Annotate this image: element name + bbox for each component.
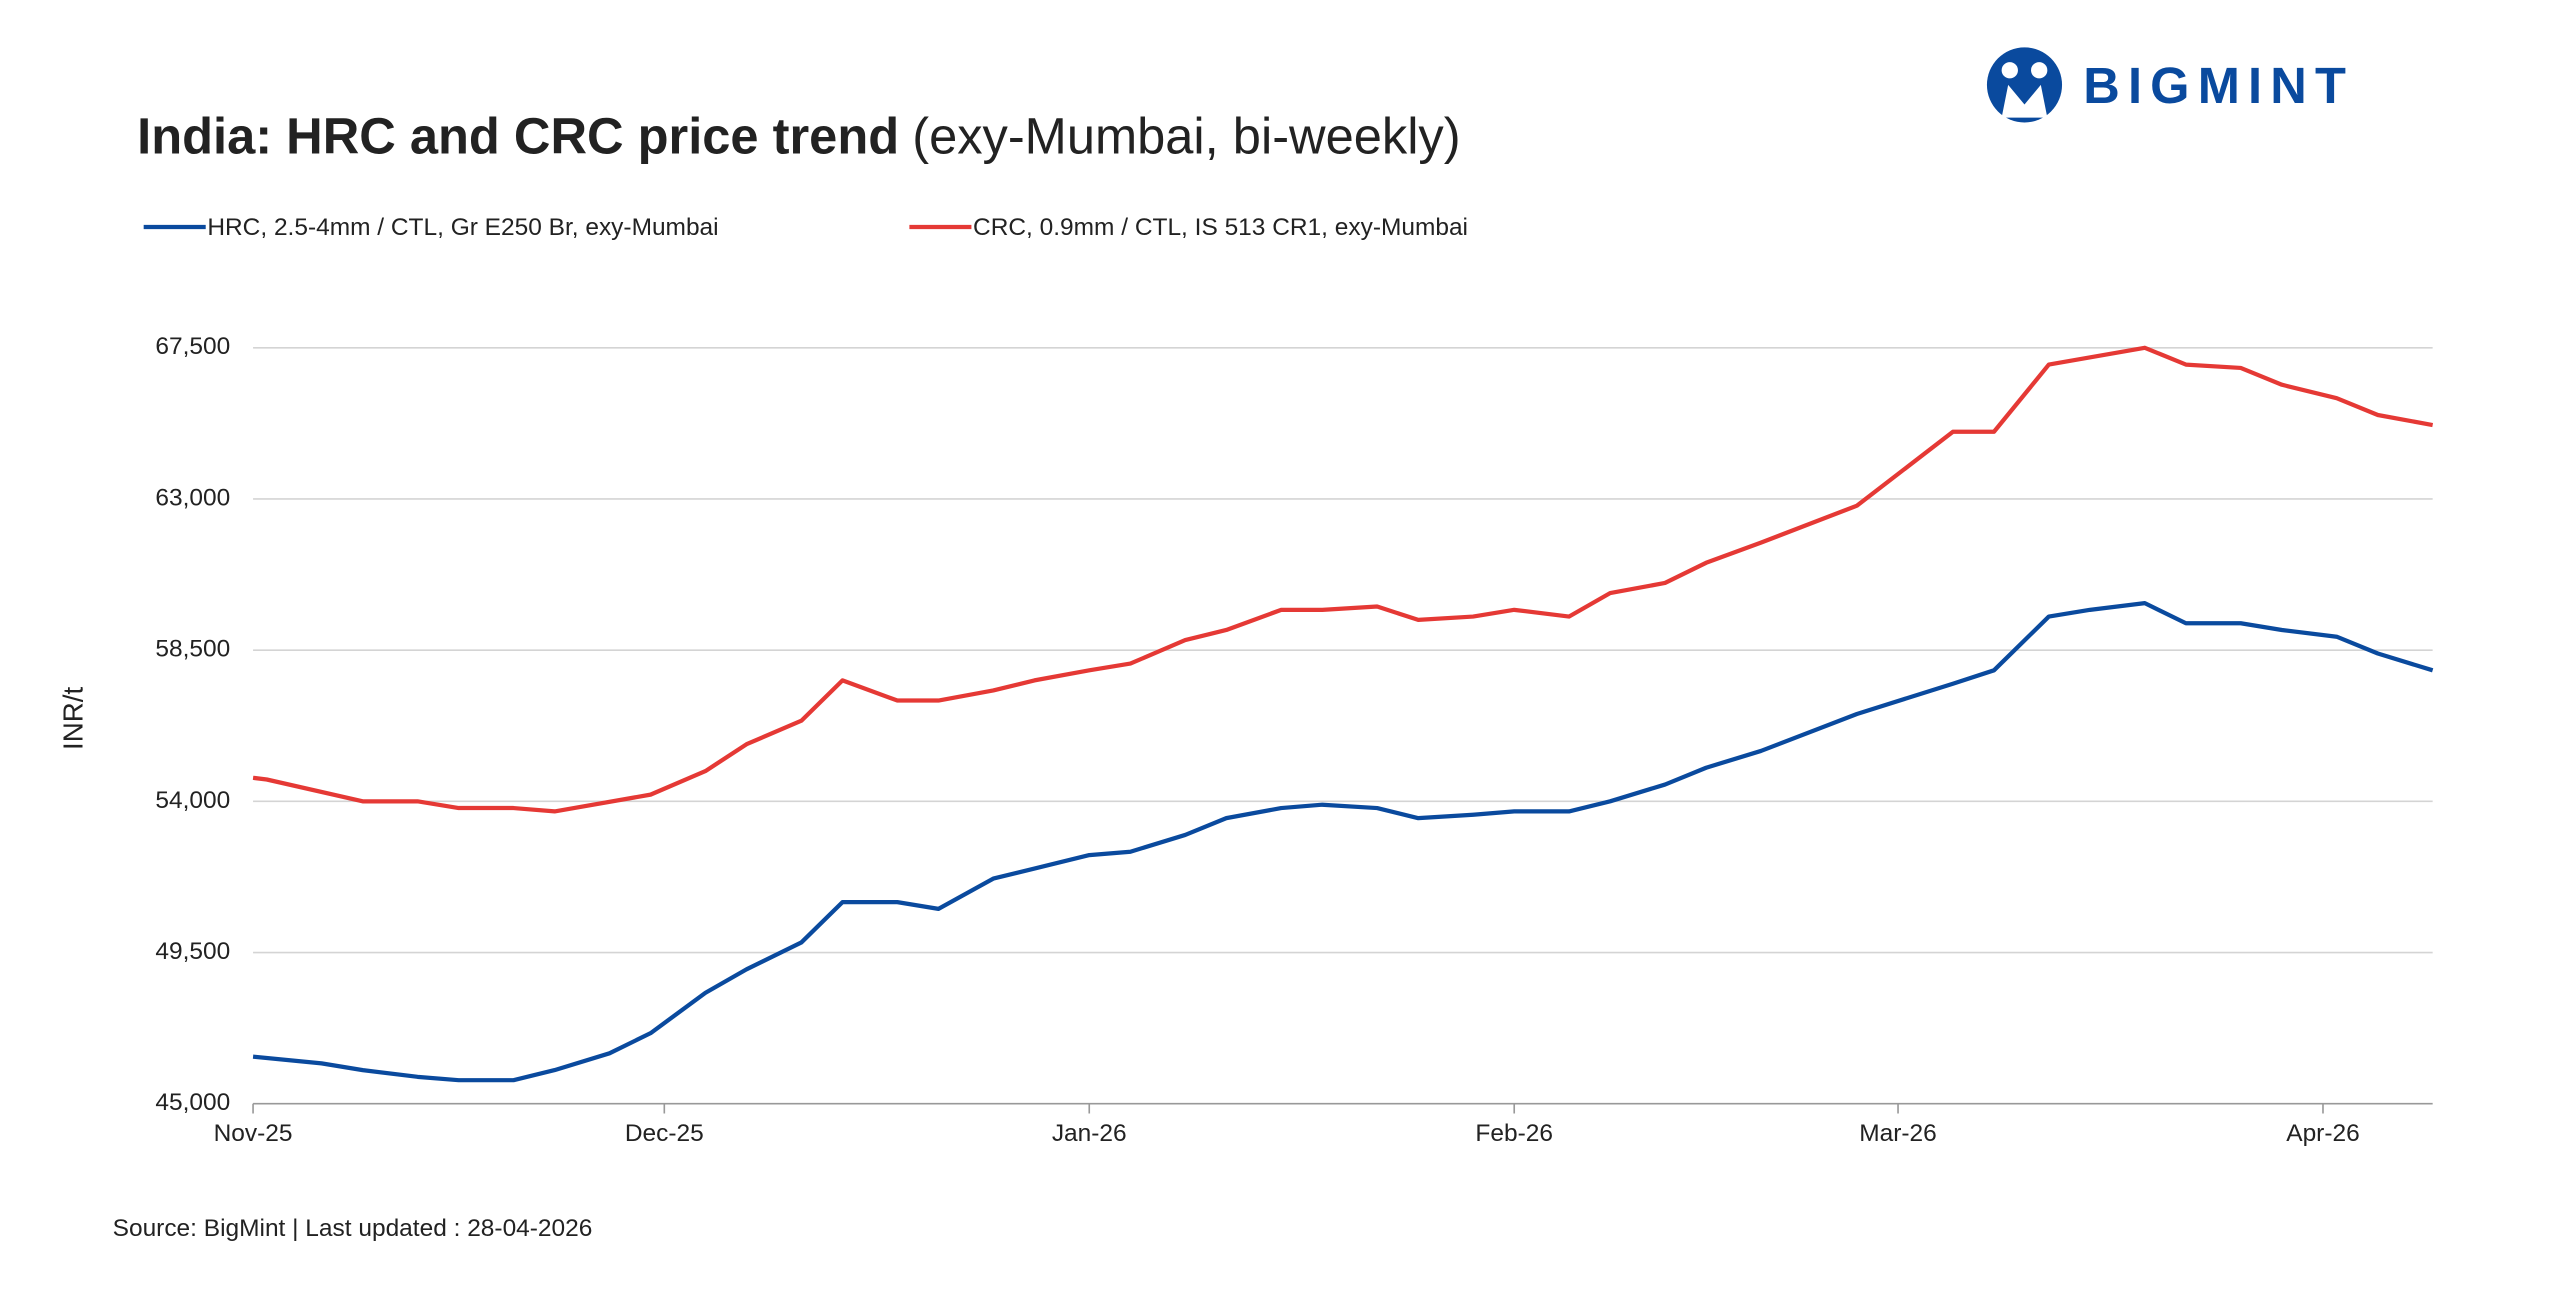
y-tick-label: 67,500 <box>155 333 230 360</box>
y-tick-label: 45,000 <box>155 1089 230 1116</box>
x-tick-label: Mar-26 <box>1859 1120 1937 1147</box>
y-tick-label: 58,500 <box>155 636 230 663</box>
y-tick-label: 63,000 <box>155 484 230 511</box>
series-line <box>252 600 2434 1083</box>
legend-label: CRC, 0.9mm / CTL, IS 513 CR1, exy-Mumbai <box>973 214 1468 241</box>
x-tick-label: Apr-26 <box>2286 1120 2359 1147</box>
series-line <box>252 345 2434 814</box>
x-tick-label: Nov-25 <box>214 1120 293 1147</box>
plot-area: 45,000 49,500 54,000 58,500 63,000 67,500 Nov-… <box>155 333 2434 1147</box>
chart-title-group: India: HRC and CRC price trend (exy-Mumba… <box>137 108 1460 165</box>
x-tick-label: Jan-26 <box>1052 1120 1127 1147</box>
logo-icon-head <box>2031 62 2048 79</box>
legend-label: HRC, 2.5-4mm / CTL, Gr E250 Br, exy-Mumb… <box>207 214 718 241</box>
chart-title: India: HRC and CRC price trend <box>137 108 899 165</box>
logo-icon-head <box>2001 62 2018 79</box>
chart-subtitle: (exy-Mumbai, bi-weekly) <box>912 108 1460 165</box>
logo: BIGMINT <box>1986 47 2354 123</box>
source-note: Source: BigMint | Last updated : 28-04-2… <box>113 1215 593 1242</box>
logo-icon-body <box>2001 84 2048 118</box>
y-tick-label: 49,500 <box>155 938 230 965</box>
y-axis-label: INR/t <box>57 687 88 751</box>
logo-text: BIGMINT <box>2083 57 2354 114</box>
x-tick-label: Dec-25 <box>625 1120 704 1147</box>
y-tick-label: 54,000 <box>155 787 230 814</box>
legend: HRC, 2.5-4mm / CTL, Gr E250 Br, exy-Mumb… <box>143 214 1468 241</box>
x-tick-label: Feb-26 <box>1475 1120 1553 1147</box>
